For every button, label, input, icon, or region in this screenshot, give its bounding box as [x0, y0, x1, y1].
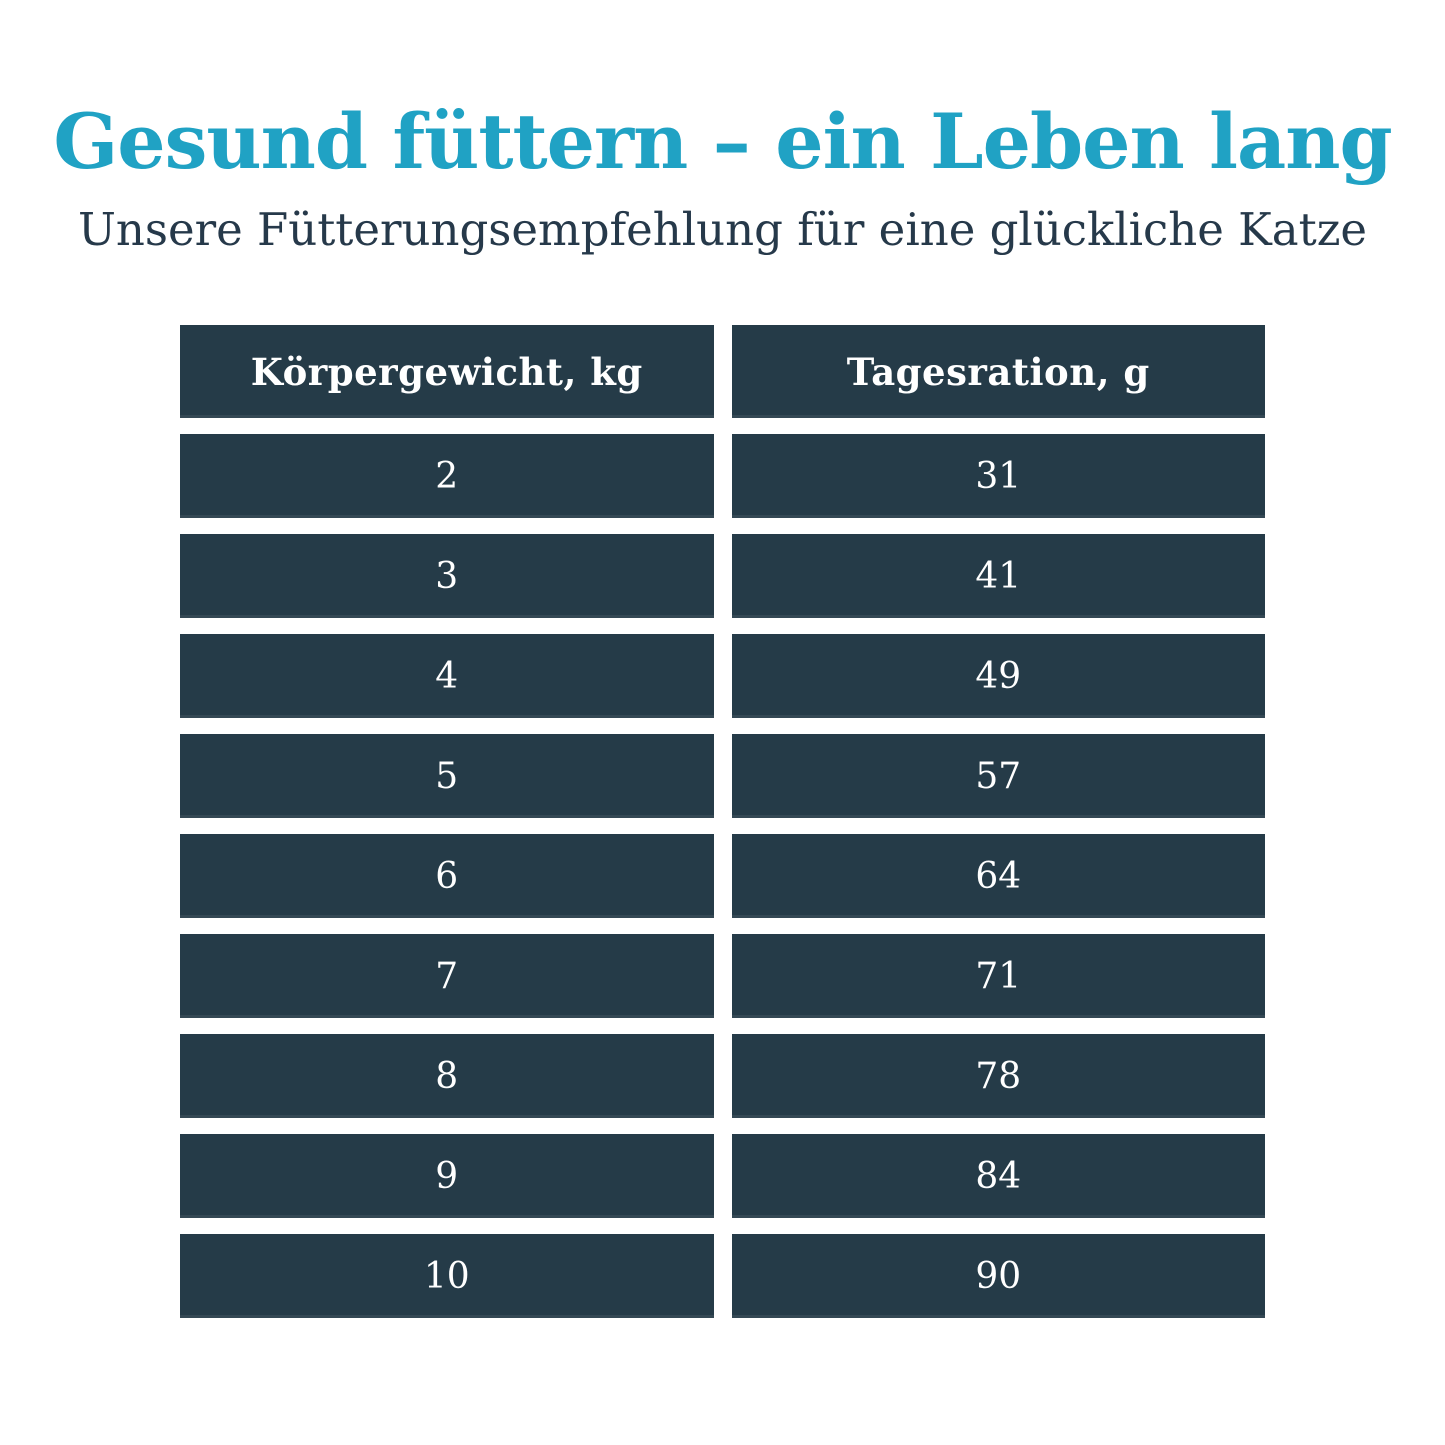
column-header-weight: Körpergewicht, kg	[180, 325, 714, 418]
ration-cell: 84	[731, 1134, 1265, 1218]
ration-cell: 64	[731, 834, 1265, 918]
ration-cell: 57	[731, 734, 1265, 818]
ration-cell: 71	[731, 934, 1265, 1018]
weight-cell: 8	[180, 1034, 714, 1118]
weight-cell: 9	[180, 1134, 714, 1218]
weight-cell: 2	[180, 434, 714, 518]
weight-cell: 6	[180, 834, 714, 918]
weight-cell: 7	[180, 934, 714, 1018]
weight-cell: 3	[180, 534, 714, 618]
weight-cell: 4	[180, 634, 714, 718]
ration-cell: 78	[731, 1034, 1265, 1118]
ration-cell: 90	[731, 1234, 1265, 1318]
column-header-ration: Tagesration, g	[731, 325, 1265, 418]
page-title: Gesund füttern – ein Leben lang	[53, 97, 1392, 186]
weight-cell: 5	[180, 734, 714, 818]
weight-cell: 10	[180, 1234, 714, 1318]
feeding-recommendation-table: Körpergewicht, kg Tagesration, g 2 31 3 41 4…	[180, 325, 1265, 1318]
ration-cell: 49	[731, 634, 1265, 718]
ration-cell: 31	[731, 434, 1265, 518]
page-subtitle: Unsere Fütterungsempfehlung für eine glü…	[77, 203, 1368, 256]
ration-cell: 41	[731, 534, 1265, 618]
